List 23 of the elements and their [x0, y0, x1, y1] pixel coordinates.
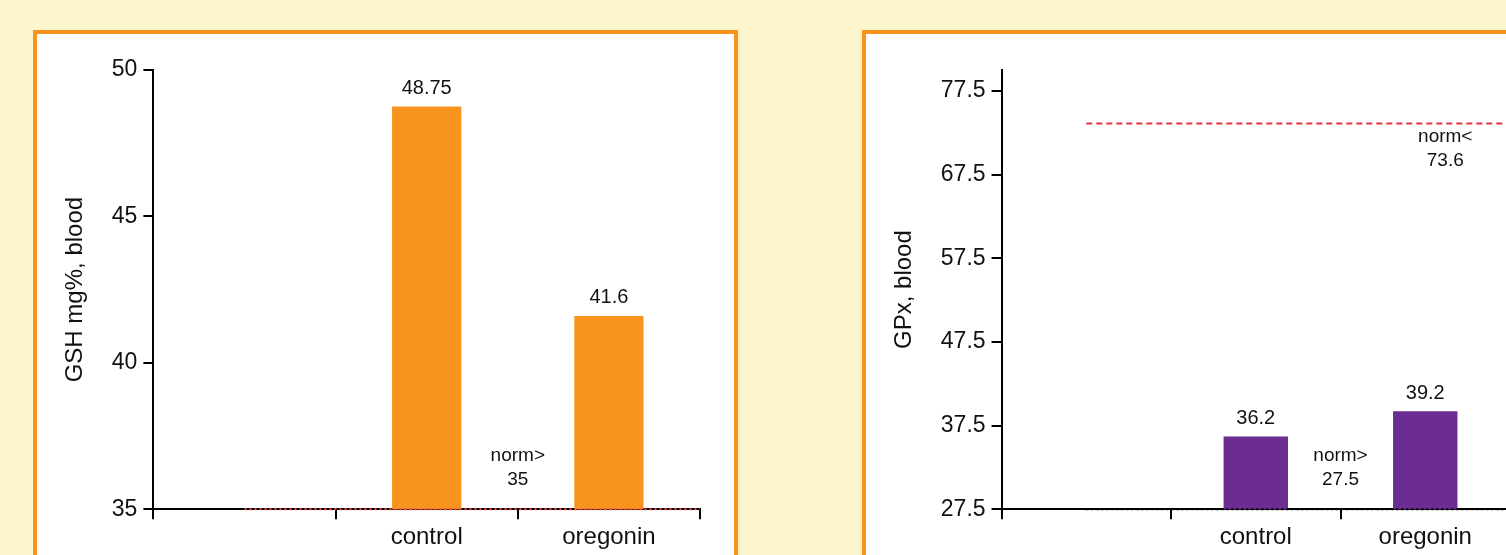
y-axis-title: GPx, blood	[889, 230, 917, 349]
y-axis-title: GSH mg%, blood	[60, 196, 88, 383]
y-tick-label: 77.5	[940, 76, 986, 103]
x-tick-label: oregonin	[562, 522, 656, 550]
data-label: 39.2	[1405, 380, 1445, 403]
y-tick-label: 40	[111, 348, 138, 375]
ref-line-label: norm> 35	[490, 443, 545, 489]
data-label: 41.6	[589, 285, 629, 308]
ref-line-label: norm> 27.5	[1313, 443, 1368, 489]
x-tick-label: control	[390, 522, 463, 550]
y-tick-label: 47.5	[940, 327, 986, 354]
x-tick-label: control	[1219, 522, 1292, 550]
y-tick-label: 45	[111, 201, 138, 228]
y-tick-label: 57.5	[940, 243, 986, 270]
y-tick-label: 67.5	[940, 159, 986, 186]
y-tick-label: 27.5	[940, 494, 986, 521]
y-tick-label: 50	[111, 55, 138, 82]
data-label: 48.75	[401, 76, 452, 99]
x-tick-label: oregonin	[1378, 522, 1472, 550]
data-label: 36.2	[1236, 405, 1276, 428]
ref-line-label: norm< 73.6	[1418, 125, 1473, 171]
y-tick-label: 35	[111, 494, 138, 521]
y-tick-label: 37.5	[940, 410, 986, 437]
